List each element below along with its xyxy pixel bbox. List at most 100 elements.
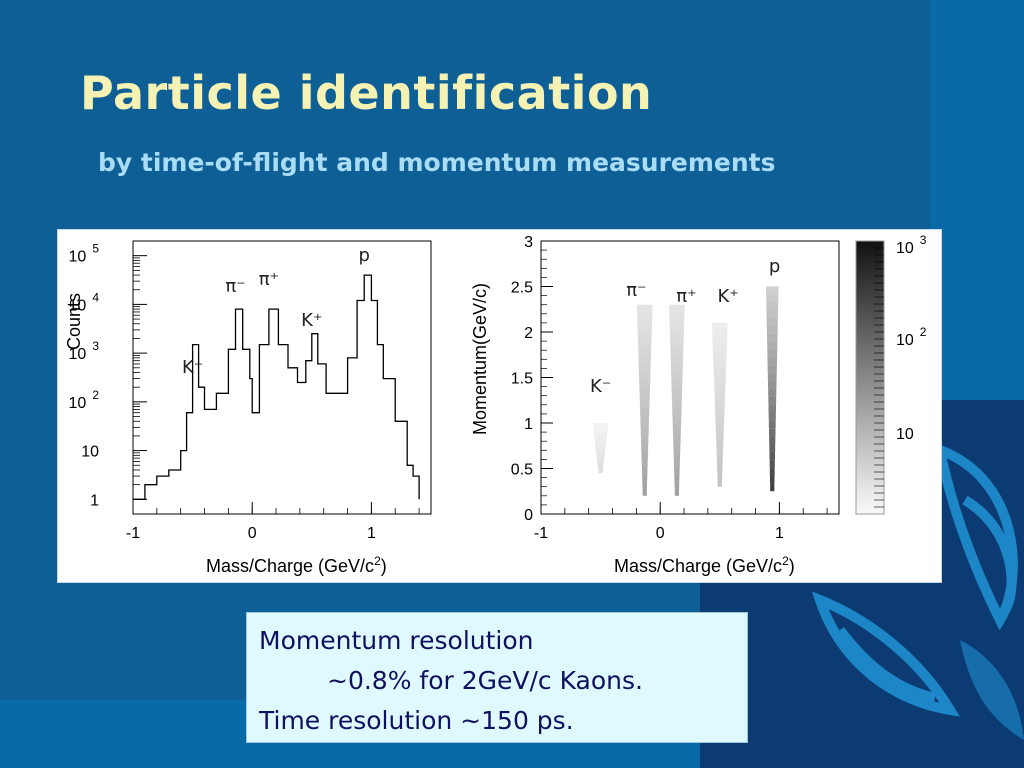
- heatmap-band-cell: [768, 420, 776, 429]
- heatmap-band-cell: [716, 442, 724, 449]
- right-peak-label: π⁻: [626, 280, 646, 301]
- heatmap-band-cell: [768, 412, 776, 421]
- heatmap-band-cell: [637, 334, 652, 342]
- heatmap-band-cell: [671, 378, 683, 386]
- heatmap-band-cell: [769, 436, 776, 444]
- heatmap-band-cell: [769, 459, 775, 468]
- left-x-axis-label: Mass/Charge (GeV/c2): [206, 554, 387, 576]
- heatmap-band-cell: [642, 481, 648, 489]
- heatmap-band-cell: [671, 392, 682, 401]
- right-heatmap-density: [592, 286, 779, 496]
- heatmap-band-cell: [717, 467, 723, 475]
- heatmap-band-cell: [592, 423, 609, 425]
- heatmap-band-cell: [673, 437, 681, 445]
- right-peak-label: K⁺: [717, 286, 738, 307]
- heatmap-band-cell: [594, 436, 607, 439]
- heatmap-band-cell: [767, 341, 778, 350]
- heatmap-band-cell: [641, 459, 648, 467]
- right-x-tick-label: -1: [534, 525, 548, 542]
- heatmap-band-cell: [596, 453, 605, 456]
- right-chart: 00.511.522.53 -1 0 1 K⁻π⁻ π⁺ K⁺p Momentum(Ge…: [470, 233, 927, 576]
- right-y-tick-label: 3: [524, 234, 533, 251]
- heatmap-band-cell: [638, 363, 651, 371]
- heatmap-band-cell: [642, 488, 647, 496]
- heatmap-band-cell: [714, 392, 726, 399]
- heatmap-band-cell: [672, 407, 682, 415]
- heatmap-band-cell: [674, 473, 680, 482]
- heatmap-band-cell: [640, 429, 649, 437]
- heatmap-band-cell: [640, 407, 650, 415]
- heatmap-band-cell: [639, 392, 650, 401]
- heatmap-band-cell: [672, 429, 681, 437]
- left-y-tick-label: 10 5: [69, 242, 100, 266]
- heatmap-band-cell: [769, 444, 776, 452]
- right-y-tick-label: 0.5: [511, 462, 533, 479]
- heatmap-band-cell: [641, 466, 648, 474]
- heatmap-band-cell: [638, 341, 652, 349]
- right-peak-label: p: [769, 256, 780, 277]
- heatmap-band-cell: [641, 444, 649, 452]
- heatmap-band-cell: [598, 469, 603, 472]
- info-line-kaon-resolution: ~0.8% for 2GeV/c Kaons.: [327, 666, 643, 695]
- colorbar-tick-label: 10: [896, 426, 914, 443]
- heatmap-band-cell: [598, 471, 603, 474]
- left-peak-label: K⁺: [301, 310, 322, 331]
- right-y-axis-label: Momentum(GeV/c): [470, 283, 490, 435]
- heatmap-band-cell: [670, 348, 684, 357]
- heatmap-band-cell: [674, 466, 680, 474]
- heatmap-band-cell: [638, 370, 651, 379]
- right-y-tick-label: 1.5: [511, 371, 533, 388]
- heatmap-band-cell: [766, 294, 779, 303]
- heatmap-band-cell: [593, 430, 608, 433]
- heatmap-band-cell: [594, 440, 607, 443]
- heatmap-band-cell: [770, 483, 775, 492]
- heatmap-band-cell: [637, 312, 653, 320]
- heatmap-band-cell: [593, 426, 608, 429]
- heatmap-band-cell: [638, 356, 651, 364]
- heatmap-band-cell: [714, 385, 726, 393]
- heatmap-band-cell: [669, 304, 685, 313]
- right-peak-label: K⁻: [590, 376, 611, 397]
- right-peak-labels: K⁻ π⁻ π⁺ K⁺ p: [590, 256, 780, 397]
- left-y-axis-label: Counts: [64, 293, 84, 350]
- heatmap-band-cell: [597, 465, 604, 468]
- heatmap-band-cell: [714, 398, 725, 405]
- heatmap-band-cell: [641, 437, 649, 445]
- heatmap-band-cell: [639, 378, 651, 386]
- colorbar-tick-label: 10 3: [896, 233, 927, 257]
- heatmap-band-cell: [766, 310, 778, 318]
- heatmap-band-cell: [642, 473, 648, 482]
- heatmap-band-cell: [670, 363, 683, 371]
- heatmap-band-cell: [641, 451, 648, 460]
- heatmap-band-cell: [640, 422, 649, 430]
- heatmap-band-cell: [768, 404, 776, 413]
- heatmap-band-cell: [716, 436, 724, 443]
- info-line-time-resolution: Time resolution ~150 ps.: [259, 706, 574, 735]
- heatmap-band-cell: [715, 411, 725, 418]
- heatmap-band-cell: [767, 365, 777, 374]
- heatmap-band-cell: [593, 424, 609, 427]
- right-x-tick-label: 0: [656, 525, 665, 542]
- heatmap-band-cell: [595, 444, 606, 447]
- heatmap-band-cell: [769, 451, 775, 460]
- heatmap-band-cell: [714, 404, 725, 412]
- heatmap-band-cell: [769, 428, 776, 437]
- heatmap-band-cell: [766, 286, 779, 295]
- heatmap-band-cell: [715, 423, 724, 430]
- heatmap-band-cell: [639, 400, 650, 408]
- left-peak-label: π⁺: [259, 269, 279, 290]
- left-peak-label: π⁻: [225, 276, 245, 297]
- right-x-ticks: -1 0 1: [534, 502, 828, 542]
- colorbar-tick-label: 10 2: [896, 325, 927, 349]
- info-box: Momentum resolution ~0.8% for 2GeV/c Kao…: [246, 612, 748, 743]
- heatmap-band-cell: [767, 373, 777, 381]
- heatmap-band-cell: [672, 414, 682, 423]
- heatmap-band-cell: [669, 312, 685, 320]
- right-plot-frame: [540, 240, 840, 515]
- heatmap-band-cell: [597, 463, 604, 466]
- heatmap-band-cell: [713, 360, 727, 367]
- heatmap-band-cell: [598, 467, 604, 470]
- heatmap-band-cell: [638, 348, 652, 357]
